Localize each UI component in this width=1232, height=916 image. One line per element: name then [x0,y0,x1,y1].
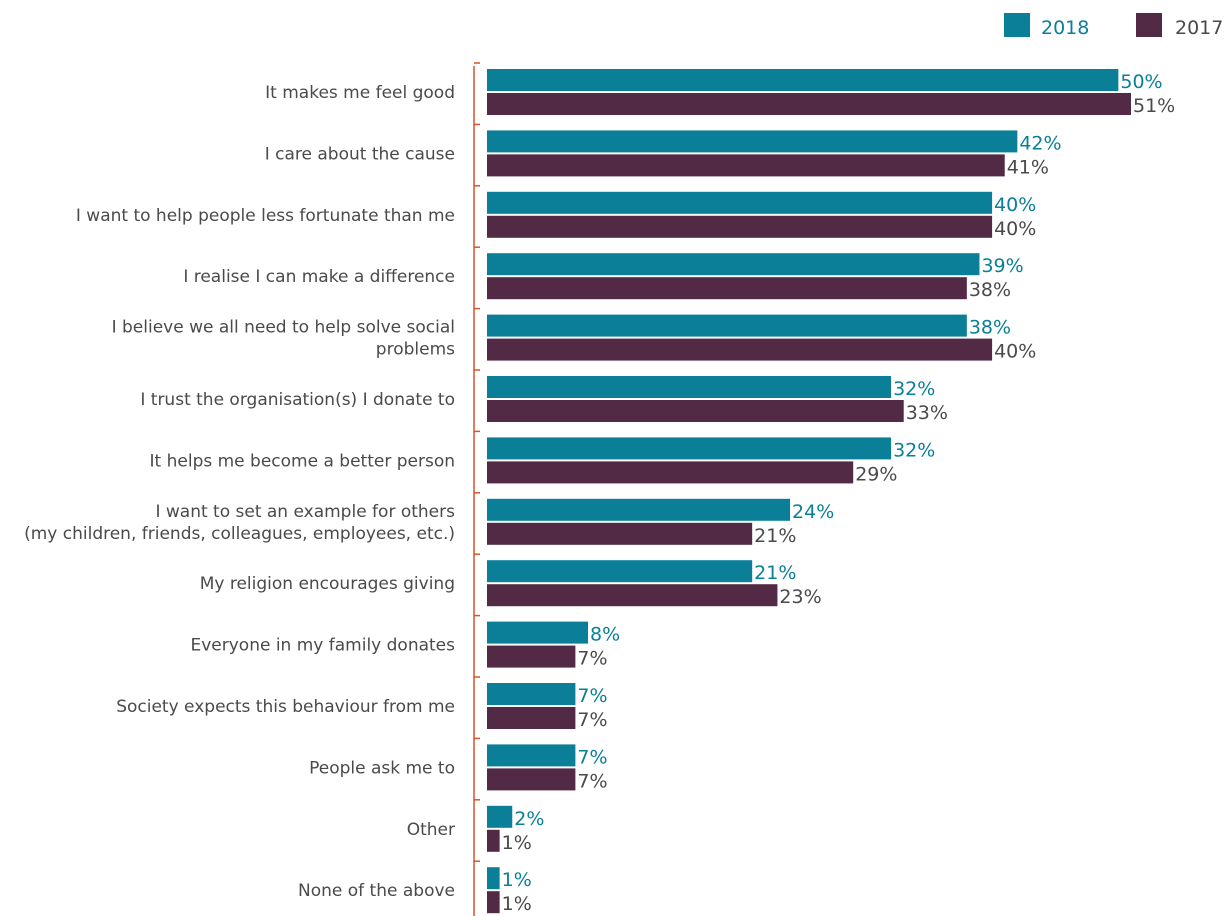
category-label: Everyone in my family donates [190,636,455,656]
data-label-2017: 7% [577,648,607,670]
category-label: None of the above [298,881,455,901]
data-label-2017: 1% [502,832,532,854]
bar-2017 [487,584,778,607]
category-label: It helps me become a better person [150,451,455,471]
data-label-2018: 38% [969,317,1011,339]
category-label: I care about the cause [265,144,455,164]
bar-2018 [487,191,993,214]
data-label-2018: 2% [514,808,544,830]
bar-2018 [487,498,791,521]
data-label-2017: 7% [577,770,607,792]
legend-swatch-2018 [1004,13,1030,37]
category-label: I believe we all need to help solve soci… [112,318,455,338]
data-label-2018: 32% [893,378,935,400]
bar-2018 [487,683,576,705]
data-label-2017: 41% [1007,156,1049,178]
bar-2017 [487,829,500,852]
data-label-2018: 21% [754,562,796,584]
bar-2017 [487,645,576,668]
bar-2017 [487,400,904,422]
data-label-2017: 21% [754,525,796,547]
category-label: I want to set an example for others [155,502,455,522]
data-label-2017: 23% [779,586,821,608]
bar-2018 [487,437,892,460]
bar-2017 [487,338,993,361]
data-label-2018: 32% [893,439,935,461]
data-label-2018: 42% [1019,132,1061,154]
data-label-2017: 40% [994,341,1036,363]
bar-2018 [487,621,589,644]
data-label-2018: 7% [577,685,607,707]
category-label: I realise I can make a difference [183,267,455,287]
bar-2017 [487,707,576,729]
bar-2017 [487,93,1131,115]
category-label: problems [376,340,455,360]
legend-label-2018: 2018 [1041,17,1089,39]
category-label: It makes me feel good [265,83,455,103]
bar-2018 [487,314,967,337]
legend-swatch-2017 [1136,13,1162,37]
data-label-2018: 1% [502,869,532,891]
bar-2018 [487,69,1119,91]
category-label: People ask me to [309,758,455,778]
bar-2018 [487,253,980,276]
data-label-2017: 40% [994,218,1036,240]
bar-2018 [487,376,892,398]
bar-2018 [487,744,576,767]
data-label-2017: 51% [1133,95,1175,117]
category-label: I want to help people less fortunate tha… [76,206,455,226]
data-label-2017: 29% [855,463,897,485]
bar-2017 [487,277,967,300]
data-label-2017: 1% [502,893,532,915]
bar-2017 [487,522,753,545]
bar-2017 [487,154,1005,177]
category-label: Other [407,820,455,840]
category-label: My religion encourages giving [200,574,455,594]
data-label-2018: 39% [981,255,1023,277]
bar-2017 [487,215,993,238]
data-label-2018: 40% [994,194,1036,216]
bar-2018 [487,560,753,583]
data-label-2017: 38% [969,279,1011,301]
bar-2017 [487,891,500,914]
data-label-2018: 50% [1120,71,1162,93]
category-label: I trust the organisation(s) I donate to [140,390,455,410]
legend-label-2017: 2017 [1175,17,1223,39]
data-label-2018: 24% [792,501,834,523]
category-label: Society expects this behaviour from me [116,697,455,717]
data-label-2017: 7% [577,709,607,731]
category-label: (my children, friends, colleagues, emplo… [24,524,455,544]
data-label-2018: 8% [590,624,620,646]
data-label-2017: 33% [906,402,948,424]
data-label-2018: 7% [577,746,607,768]
bar-2018 [487,867,500,890]
bar-2018 [487,805,513,828]
bar-2017 [487,768,576,791]
bar-2018 [487,130,1018,153]
bar-2017 [487,461,854,484]
